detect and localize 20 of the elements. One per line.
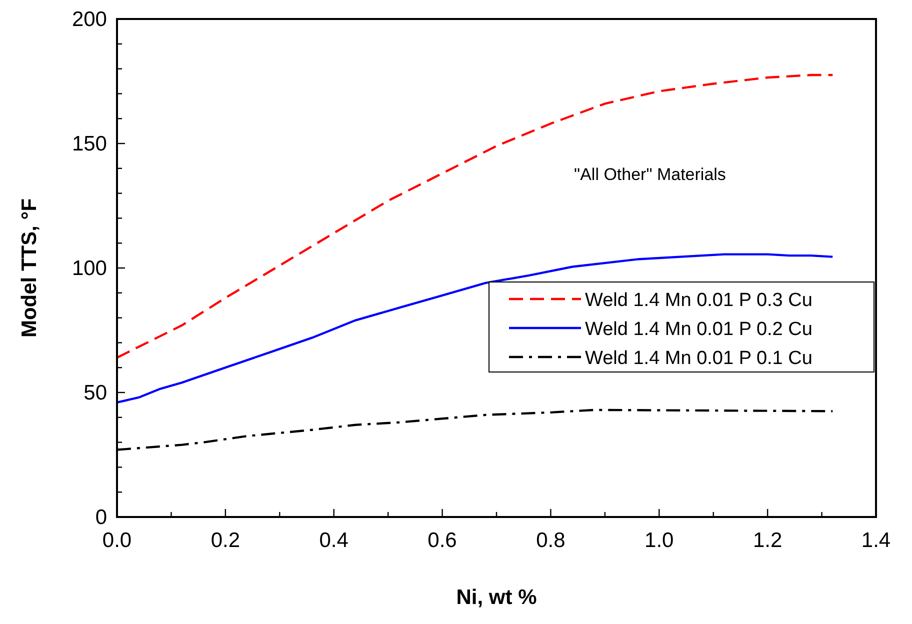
y-tick-label: 200 [72, 8, 107, 31]
x-tick-label: 0.2 [210, 529, 240, 552]
x-tick-label: 0.4 [319, 529, 349, 552]
x-axis-title: Ni, wt % [456, 586, 538, 609]
annotation: "All Other" Materials [574, 165, 726, 184]
y-axis-title: Model TTS, °F [18, 198, 41, 338]
x-tick-label: 1.2 [752, 529, 782, 552]
x-tick-label: 0.0 [102, 529, 132, 552]
line-series [116, 253, 834, 404]
y-tick-label: 100 [72, 257, 107, 280]
legend-label: Weld 1.4 Mn 0.01 P 0.2 Cu [585, 319, 812, 340]
legend-label: Weld 1.4 Mn 0.01 P 0.3 Cu [585, 290, 812, 311]
x-tick-label: 1.0 [644, 529, 674, 552]
x-tick-label: 0.6 [428, 529, 457, 552]
x-tick-label: 1.4 [861, 529, 891, 552]
y-tick-label: 0 [95, 506, 107, 529]
y-tick-label: 50 [84, 382, 107, 404]
y-tick-label: 150 [72, 132, 107, 156]
legend-label: Weld 1.4 Mn 0.01 P 0.1 Cu [585, 348, 812, 369]
x-tick-label: 0.8 [536, 529, 566, 552]
